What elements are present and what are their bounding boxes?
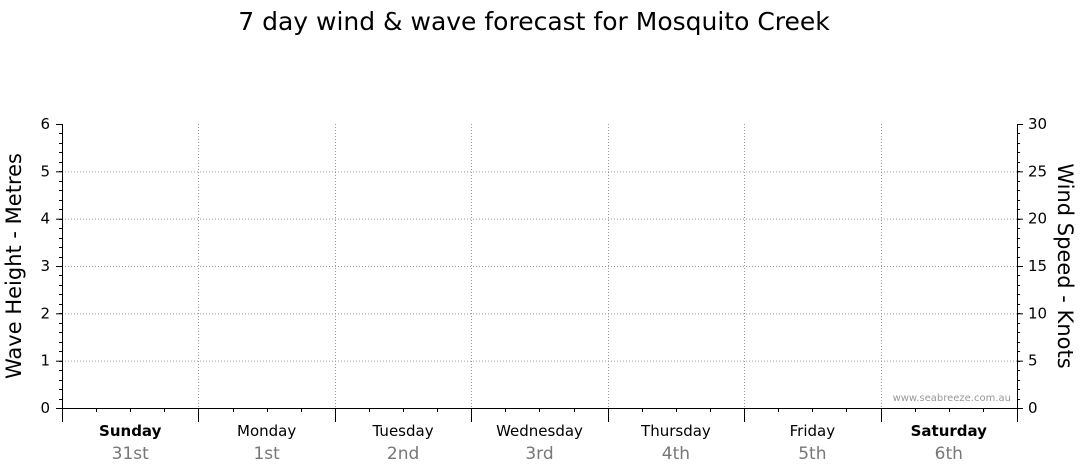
left-tick-label: 0 bbox=[40, 399, 50, 417]
left-tick-label: 6 bbox=[40, 115, 50, 133]
grid-lines bbox=[62, 124, 1017, 408]
right-tick-label: 10 bbox=[1028, 304, 1047, 322]
day-name-label: Saturday bbox=[911, 422, 988, 440]
day-date-label: 1st bbox=[253, 444, 280, 464]
day-name-label: Monday bbox=[237, 422, 296, 440]
day-date-label: 2nd bbox=[387, 444, 419, 464]
watermark: www.seabreeze.com.au bbox=[893, 393, 1011, 404]
x-axis: Sunday 31st Monday 1st Tuesday 2nd Wednesday 3r… bbox=[62, 408, 1018, 464]
day-name-label: Tuesday bbox=[372, 422, 434, 440]
day-date-label: 3rd bbox=[525, 444, 553, 464]
right-tick-label: 5 bbox=[1028, 352, 1038, 370]
day-date-label: 6th bbox=[935, 444, 963, 464]
day-date-label: 5th bbox=[798, 444, 826, 464]
left-tick-label: 5 bbox=[40, 162, 50, 180]
day-name-label: Thursday bbox=[640, 422, 711, 440]
left-tick-label: 1 bbox=[40, 352, 50, 370]
right-tick-label: 0 bbox=[1028, 399, 1038, 417]
left-axis-title: Wave Height - Metres bbox=[2, 153, 26, 379]
left-tick-label: 3 bbox=[40, 257, 50, 275]
day-name-label: Wednesday bbox=[496, 422, 583, 440]
day-date-label: 31st bbox=[112, 444, 149, 464]
left-tick-label: 4 bbox=[40, 210, 50, 228]
right-axis: 0 5 10 15 20 25 30 bbox=[1017, 115, 1047, 417]
right-tick-label: 15 bbox=[1028, 257, 1047, 275]
day-date-label: 4th bbox=[662, 444, 690, 464]
right-tick-label: 25 bbox=[1028, 162, 1047, 180]
day-name-label: Sunday bbox=[99, 422, 162, 440]
right-tick-label: 20 bbox=[1028, 210, 1047, 228]
chart-title: 7 day wind & wave forecast for Mosquito … bbox=[238, 7, 830, 36]
day-name-label: Friday bbox=[790, 422, 836, 440]
left-axis: 0 1 2 3 4 5 6 bbox=[40, 115, 62, 417]
right-tick-label: 30 bbox=[1028, 115, 1047, 133]
left-tick-label: 2 bbox=[40, 304, 50, 322]
right-axis-title: Wind Speed - Knots bbox=[1053, 163, 1077, 368]
